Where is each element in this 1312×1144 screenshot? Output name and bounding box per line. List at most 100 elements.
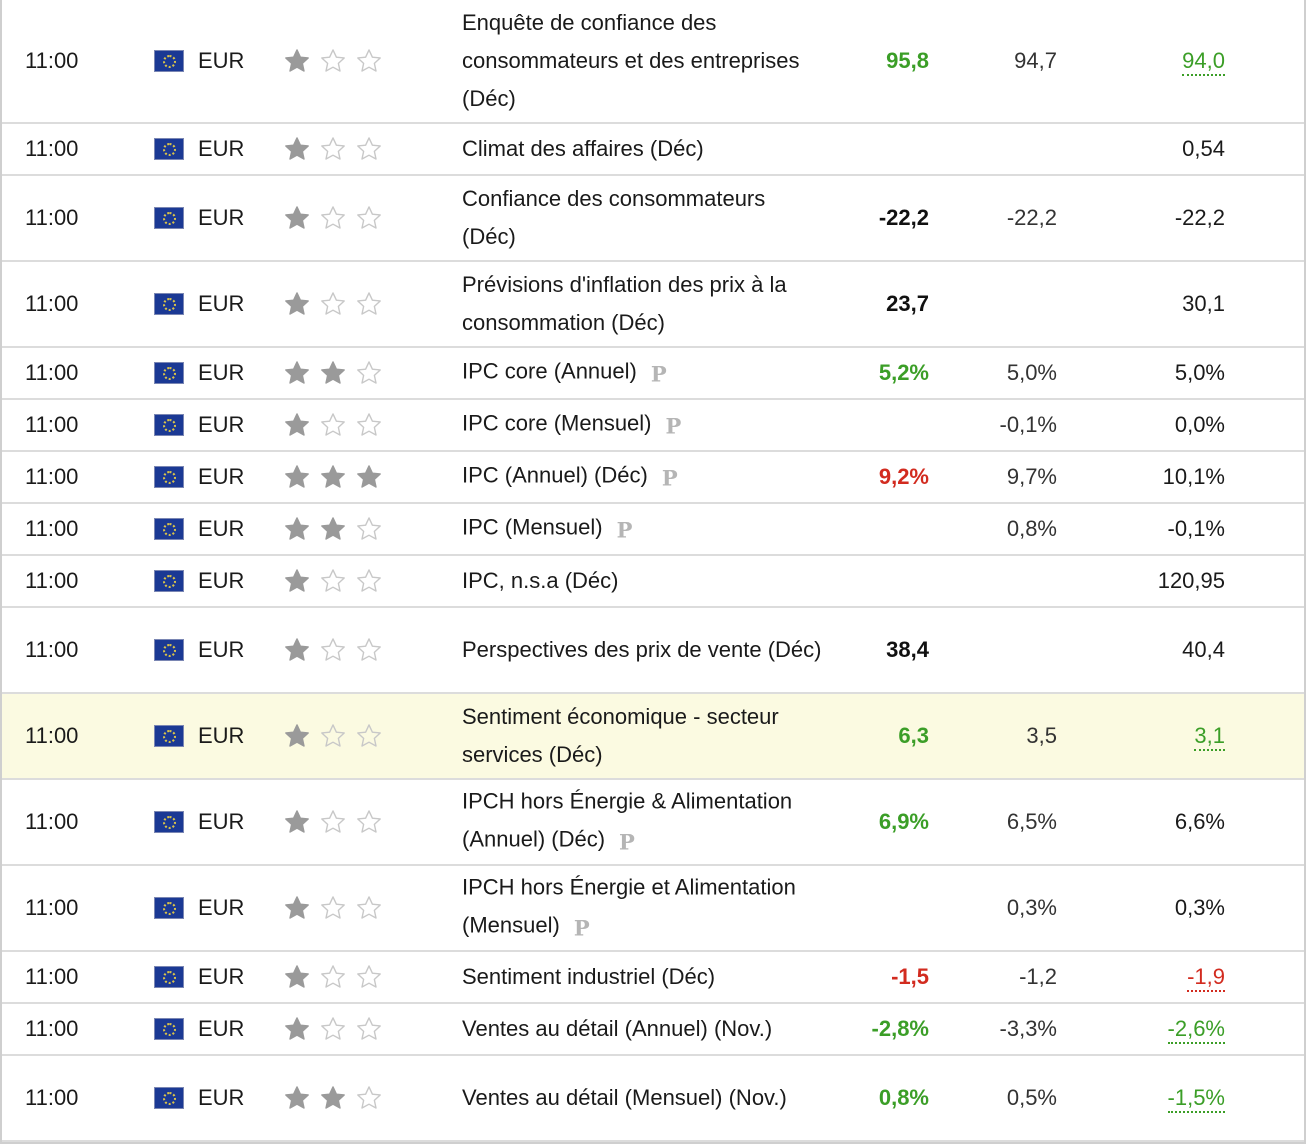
table-row[interactable]: 11:00 EUR Sentiment industriel (Déc) -1,5 -1… — [2, 952, 1304, 1004]
star-empty-icon — [357, 206, 381, 229]
forecast-value: 9,7% — [1006, 464, 1057, 489]
table-row[interactable]: 11:00 EUR IPC, n.s.a (Déc) 120,95 — [2, 556, 1304, 608]
currency-code: EUR — [198, 637, 245, 662]
event-name-text[interactable]: Confiance des consommateurs (Déc) — [462, 186, 766, 249]
eu-flag-icon — [154, 138, 184, 160]
eu-flag-icon — [154, 811, 184, 833]
star-filled-icon — [357, 465, 381, 488]
event-name[interactable]: IPC (Mensuel) P — [462, 509, 822, 550]
importance-stars — [283, 567, 383, 595]
previous-value: 0,54 — [1182, 136, 1225, 162]
table-row[interactable]: 11:00 EUR IPC core (Mensuel) P -0,1% 0,0% — [2, 400, 1304, 452]
table-row[interactable]: 11:00 EUR Perspectives des prix de vente (… — [2, 608, 1304, 694]
event-name-text[interactable]: IPC, n.s.a (Déc) — [462, 568, 619, 593]
star-filled-icon — [285, 361, 309, 384]
event-time: 11:00 — [25, 291, 79, 316]
event-name[interactable]: IPC (Annuel) (Déc) P — [462, 457, 822, 498]
table-row[interactable]: 11:00 EUR Climat des affaires (Déc) 0,54 — [2, 124, 1304, 176]
table-row[interactable]: 11:00 EUR IPC (Mensuel) P 0,8% -0,1% — [2, 504, 1304, 556]
event-name-text[interactable]: Enquête de confiance des consommateurs e… — [462, 10, 800, 111]
event-name-text[interactable]: IPC (Annuel) (Déc) — [462, 462, 648, 488]
event-name[interactable]: IPCH hors Énergie et Alimentation (Mensu… — [462, 869, 822, 948]
table-row[interactable]: 11:00 EUR IPCH hors Énergie et Alimentatio… — [2, 866, 1304, 952]
actual-value-text: 9,2% — [878, 464, 929, 489]
table-row[interactable]: 11:00 EUR Prévisions d'inflation des prix … — [2, 262, 1304, 348]
star-empty-icon — [357, 137, 381, 160]
eu-flag-icon — [154, 207, 184, 229]
event-name-text[interactable]: IPCH hors Énergie & Alimentation (Annuel… — [462, 788, 793, 852]
event-name[interactable]: Ventes au détail (Mensuel) (Nov.) — [462, 1079, 822, 1117]
previous-value-text: -1,5% — [1167, 1085, 1225, 1113]
event-name[interactable]: Sentiment industriel (Déc) — [462, 958, 822, 996]
event-name-text[interactable]: Prévisions d'inflation des prix à la con… — [462, 272, 787, 335]
importance-stars — [283, 411, 383, 439]
forecast-value: 3,5 — [1026, 723, 1057, 748]
currency-code: EUR — [198, 360, 245, 385]
table-row[interactable]: 11:00 EUR Ventes au détail (Mensuel) (Nov.… — [2, 1056, 1304, 1142]
event-name-text[interactable]: IPC core (Annuel) — [462, 358, 637, 384]
actual-value: 9,2% — [879, 464, 929, 490]
previous-value-text: -0,1% — [1167, 516, 1225, 541]
table-row[interactable]: 11:00 EUR IPC core (Annuel) P 5,2% 5,0% 5,0% — [2, 348, 1304, 400]
event-name[interactable]: IPC core (Annuel) P — [462, 353, 822, 394]
event-name-text[interactable]: Ventes au détail (Mensuel) (Nov.) — [462, 1085, 787, 1110]
previous-value: 6,6% — [1175, 809, 1225, 835]
event-name-text[interactable]: Climat des affaires (Déc) — [462, 136, 704, 161]
eu-flag-icon — [154, 293, 184, 315]
table-row[interactable]: 11:00 EUR Enquête de confiance des consomm… — [2, 0, 1304, 124]
event-name[interactable]: Enquête de confiance des consommateurs e… — [462, 4, 822, 118]
currency-code: EUR — [198, 464, 245, 489]
event-name[interactable]: IPC core (Mensuel) P — [462, 405, 822, 446]
actual-value: 6,3 — [898, 723, 929, 749]
event-name[interactable]: IPCH hors Énergie & Alimentation (Annuel… — [462, 783, 822, 862]
forecast-value: -3,3% — [999, 1016, 1057, 1041]
event-name[interactable]: Ventes au détail (Annuel) (Nov.) — [462, 1010, 822, 1048]
actual-value-text: 6,9% — [878, 809, 929, 834]
star-filled-icon — [321, 1086, 345, 1109]
event-name[interactable]: Sentiment économique - secteur services … — [462, 698, 822, 774]
event-name-text[interactable]: IPCH hors Énergie et Alimentation (Mensu… — [462, 874, 796, 938]
star-empty-icon — [357, 638, 381, 661]
event-time: 11:00 — [25, 1016, 79, 1041]
star-empty-icon — [321, 1017, 345, 1040]
currency-code: EUR — [198, 809, 245, 834]
event-name-text[interactable]: Ventes au détail (Annuel) (Nov.) — [462, 1016, 773, 1041]
importance-stars — [283, 290, 383, 318]
event-time: 11:00 — [25, 360, 79, 385]
importance-stars — [283, 636, 383, 664]
preliminary-icon: P — [661, 465, 678, 491]
previous-value: -1,5% — [1167, 1085, 1225, 1113]
importance-stars — [283, 894, 383, 922]
star-empty-icon — [357, 413, 381, 436]
star-empty-icon — [357, 361, 381, 384]
star-filled-icon — [285, 206, 309, 229]
event-name-text[interactable]: IPC (Mensuel) — [462, 514, 603, 540]
currency-code: EUR — [198, 205, 245, 230]
importance-stars — [283, 1084, 383, 1112]
event-name-text[interactable]: Sentiment économique - secteur services … — [462, 704, 779, 767]
eu-flag-icon — [154, 518, 184, 540]
table-row[interactable]: 11:00 EUR Confiance des consommateurs (Déc… — [2, 176, 1304, 262]
star-empty-icon — [357, 49, 381, 72]
currency-code: EUR — [198, 516, 245, 541]
previous-value-text: 10,1% — [1162, 464, 1225, 489]
event-name[interactable]: Climat des affaires (Déc) — [462, 130, 822, 168]
actual-value-text: -22,2 — [878, 205, 929, 230]
event-name[interactable]: Prévisions d'inflation des prix à la con… — [462, 266, 822, 342]
event-name[interactable]: IPC, n.s.a (Déc) — [462, 562, 822, 600]
event-name-text[interactable]: Sentiment industriel (Déc) — [462, 964, 716, 989]
actual-value-text: -2,8% — [871, 1016, 929, 1041]
table-row[interactable]: 11:00 EUR IPCH hors Énergie & Alimentation… — [2, 780, 1304, 866]
star-empty-icon — [321, 810, 345, 833]
event-time: 11:00 — [25, 136, 79, 161]
table-row[interactable]: 11:00 EUR IPC (Annuel) (Déc) P 9,2% 9,7% 10,1% — [2, 452, 1304, 504]
event-name-text[interactable]: Perspectives des prix de vente (Déc) — [462, 637, 822, 662]
table-row[interactable]: 11:00 EUR Sentiment économique - secteur s… — [2, 694, 1304, 780]
table-row[interactable]: 11:00 EUR Ventes au détail (Annuel) (Nov.)… — [2, 1004, 1304, 1056]
event-name-text[interactable]: IPC core (Mensuel) — [462, 410, 652, 436]
event-name[interactable]: Perspectives des prix de vente (Déc) — [462, 631, 822, 669]
currency-code: EUR — [198, 412, 245, 437]
event-time: 11:00 — [25, 723, 79, 748]
importance-stars — [283, 808, 383, 836]
event-name[interactable]: Confiance des consommateurs (Déc) — [462, 180, 822, 256]
